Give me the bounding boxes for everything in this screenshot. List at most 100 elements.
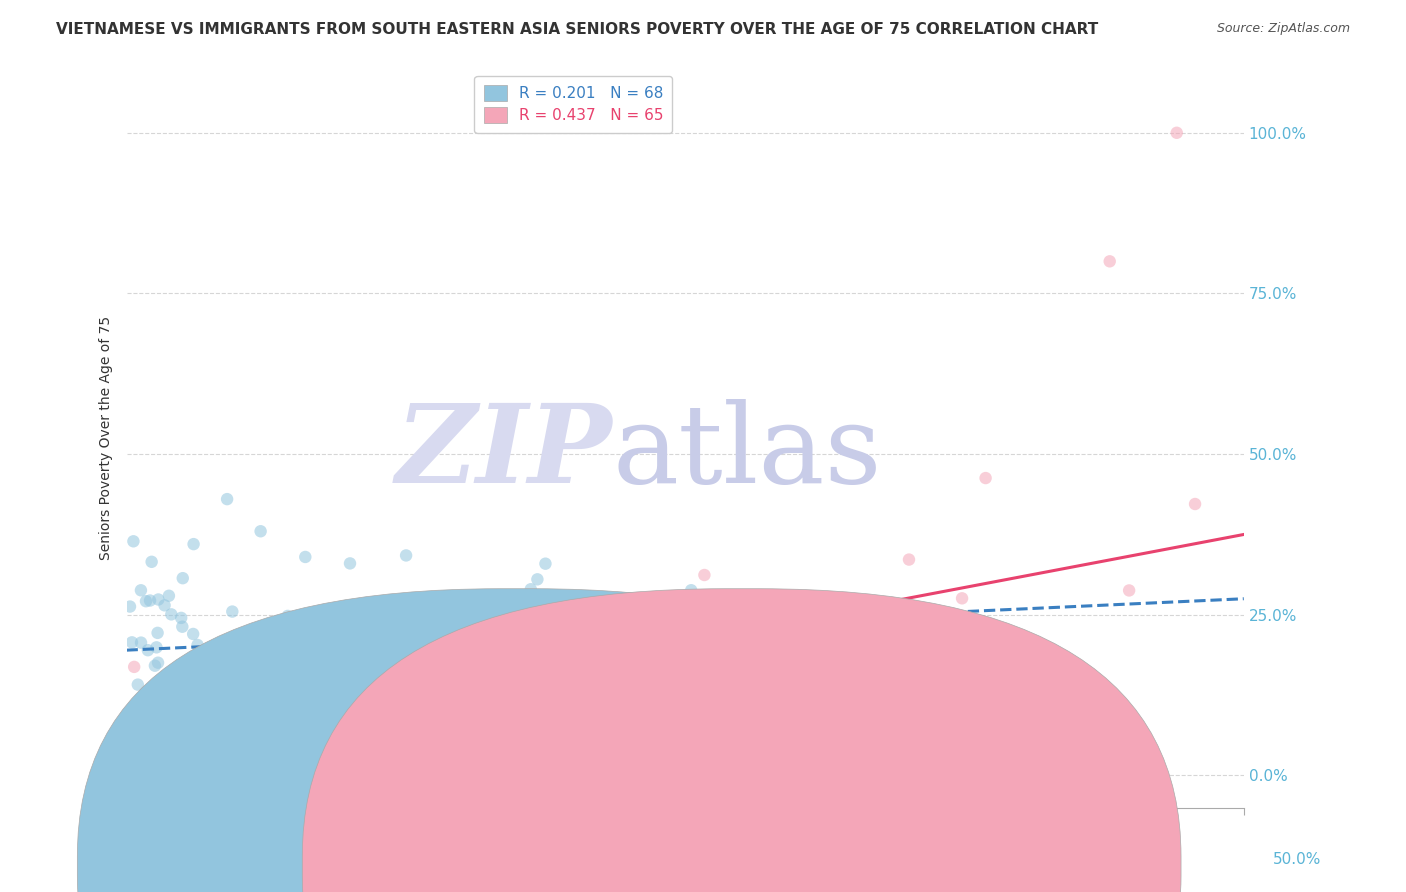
- Point: [148, 731, 170, 745]
- Point: [270, 737, 292, 751]
- Point: [122, 534, 145, 549]
- Point: [464, 645, 486, 659]
- Point: [135, 594, 157, 608]
- Point: [681, 583, 703, 598]
- Point: [520, 582, 543, 597]
- Point: [371, 754, 394, 768]
- Point: [214, 724, 236, 739]
- Point: [240, 691, 263, 706]
- Point: [526, 572, 548, 586]
- Point: [245, 730, 267, 744]
- Point: [534, 557, 557, 571]
- Point: [266, 694, 288, 708]
- Point: [146, 687, 169, 701]
- Y-axis label: Seniors Poverty Over the Age of 75: Seniors Poverty Over the Age of 75: [100, 316, 114, 560]
- Point: [758, 664, 780, 678]
- Point: [169, 686, 191, 700]
- Point: [128, 757, 150, 772]
- Point: [583, 708, 606, 723]
- Point: [157, 670, 180, 684]
- Point: [187, 638, 209, 652]
- Point: [1166, 126, 1188, 140]
- Point: [188, 685, 211, 699]
- Text: 0.0%: 0.0%: [127, 852, 166, 867]
- Point: [127, 710, 149, 724]
- Point: [598, 631, 620, 645]
- Point: [165, 747, 187, 761]
- Point: [669, 597, 692, 611]
- Point: [193, 684, 215, 698]
- Point: [127, 726, 149, 740]
- Point: [347, 754, 370, 768]
- Point: [146, 626, 169, 640]
- Point: [190, 645, 212, 659]
- Point: [128, 710, 150, 724]
- Point: [170, 611, 193, 625]
- Point: [879, 599, 901, 614]
- Point: [217, 492, 239, 507]
- Point: [228, 631, 250, 645]
- Point: [157, 589, 180, 603]
- Point: [194, 723, 217, 738]
- Text: VIETNAMESE VS IMMIGRANTS FROM SOUTH EASTERN ASIA SENIORS POVERTY OVER THE AGE OF: VIETNAMESE VS IMMIGRANTS FROM SOUTH EAST…: [56, 22, 1098, 37]
- Point: [572, 706, 595, 721]
- Point: [776, 680, 799, 694]
- Point: [994, 651, 1017, 665]
- Point: [167, 729, 190, 743]
- Point: [121, 635, 143, 649]
- Point: [990, 632, 1012, 647]
- Point: [550, 632, 572, 647]
- Point: [344, 690, 367, 704]
- Point: [970, 642, 993, 657]
- Point: [693, 568, 716, 582]
- Point: [197, 670, 219, 684]
- Point: [568, 633, 591, 648]
- Point: [181, 627, 204, 641]
- Point: [641, 668, 664, 682]
- Point: [118, 599, 141, 614]
- Point: [1010, 743, 1032, 757]
- Point: [311, 742, 333, 756]
- Text: Vietnamese: Vietnamese: [540, 855, 621, 870]
- Point: [152, 719, 174, 733]
- Point: [814, 658, 837, 673]
- Point: [839, 616, 862, 631]
- Point: [1184, 497, 1206, 511]
- Point: [285, 676, 308, 690]
- Point: [167, 739, 190, 754]
- Point: [291, 657, 314, 671]
- Point: [122, 740, 145, 755]
- Point: [190, 728, 212, 742]
- Text: atlas: atlas: [613, 400, 882, 507]
- Point: [717, 629, 740, 643]
- Point: [350, 695, 373, 709]
- Point: [129, 635, 152, 649]
- Point: [508, 594, 530, 608]
- Point: [136, 699, 159, 714]
- Point: [122, 660, 145, 674]
- Point: [143, 658, 166, 673]
- Point: [277, 608, 299, 623]
- Point: [160, 607, 183, 622]
- Point: [229, 694, 252, 708]
- Point: [146, 656, 169, 670]
- Point: [367, 691, 389, 706]
- Point: [319, 648, 342, 662]
- Point: [167, 741, 190, 756]
- Point: [727, 632, 749, 646]
- Point: [160, 781, 183, 796]
- Point: [395, 549, 418, 563]
- Text: 50.0%: 50.0%: [1274, 852, 1322, 867]
- Point: [211, 681, 233, 696]
- Point: [564, 617, 586, 632]
- Point: [898, 552, 921, 566]
- Point: [124, 743, 146, 757]
- Point: [134, 698, 156, 712]
- Point: [129, 583, 152, 598]
- Point: [330, 725, 353, 739]
- Point: [294, 549, 316, 564]
- Point: [702, 628, 724, 642]
- Point: [190, 722, 212, 736]
- Point: [249, 524, 271, 539]
- Point: [153, 599, 176, 613]
